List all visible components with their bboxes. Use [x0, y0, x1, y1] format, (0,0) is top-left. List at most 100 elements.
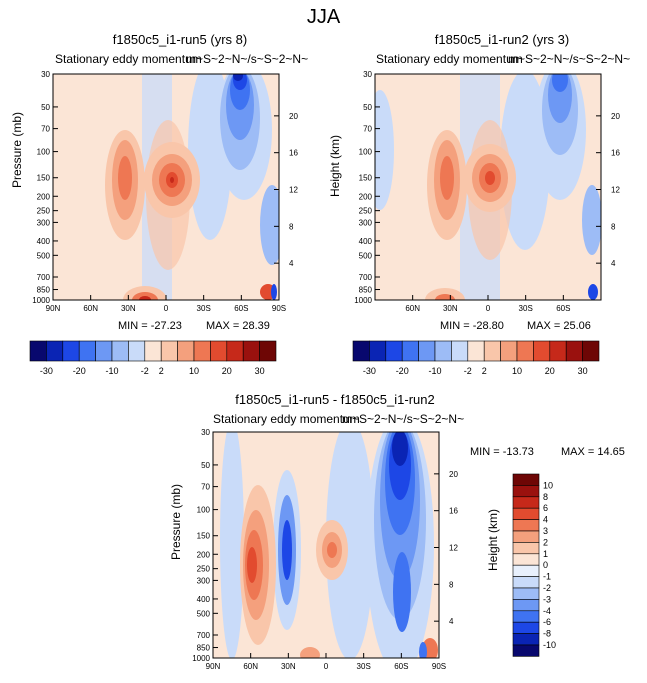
colorbar2-swatch: [401, 340, 419, 362]
colorbar1-swatch: [111, 340, 129, 362]
panel1-units: m~S~2~N~/s~S~2~N~: [186, 52, 309, 66]
colorbar1-swatch: [242, 340, 260, 362]
colorbar3-label: 4: [543, 515, 548, 525]
colorbar1-label: 30: [255, 366, 265, 376]
colorbar3-label: 1: [543, 549, 548, 559]
p3-y-tick-label: 1000: [192, 654, 210, 663]
colorbar1-swatch: [160, 340, 178, 362]
p1-right-tick-label: 16: [289, 149, 298, 158]
colorbar1-swatch: [193, 340, 211, 362]
p1-x-tick-label: 0: [164, 304, 169, 313]
colorbar3-label: -6: [543, 617, 551, 627]
p1-right-tick-label: 4: [289, 259, 294, 268]
p1-x-tick-label: 90S: [272, 304, 286, 313]
p3-right-tick-label: 12: [449, 544, 458, 553]
colorbar3-swatch: [512, 564, 540, 577]
colorbar2-swatch: [434, 340, 452, 362]
p1-y-tick-label: 1000: [32, 296, 50, 305]
colorbar3-swatch: [512, 610, 540, 623]
p2-y-tick-label: 200: [359, 192, 373, 201]
colorbar2-swatch: [352, 340, 370, 362]
p1-y-tick-label: 850: [37, 286, 51, 295]
p3-y-tick-label: 500: [197, 609, 211, 618]
p3-y-tick-label: 400: [197, 595, 211, 604]
colorbar2-swatch: [385, 340, 403, 362]
colorbar3-swatch: [512, 599, 540, 612]
colorbar1-label: -30: [40, 366, 53, 376]
colorbar2-swatch: [516, 340, 534, 362]
colorbar1-swatch: [128, 340, 146, 362]
colorbar3-label: 0: [543, 560, 548, 570]
colorbar3-swatch: [512, 621, 540, 634]
p2-y-tick-label: 500: [359, 251, 373, 260]
colorbar2-swatch: [582, 340, 600, 362]
p3-right-tick-label: 8: [449, 580, 454, 589]
p2-y-tick-label: 50: [363, 103, 372, 112]
colorbar1-label: 20: [222, 366, 232, 376]
p2-y-tick-label: 700: [359, 273, 373, 282]
colorbar3-swatch: [512, 553, 540, 566]
p1-right-tick-label: 20: [289, 112, 298, 121]
panel3-title: f1850c5_i1-run5 - f1850c5_i1-run2: [235, 392, 435, 407]
p2-x-tick-label: 60S: [556, 304, 570, 313]
colorbar3-label: -10: [543, 640, 556, 650]
p3-y-tick-label: 200: [197, 550, 211, 559]
colorbar2-label: 30: [578, 366, 588, 376]
p1-y-tick-label: 500: [37, 251, 51, 260]
p2-y-tick-label: 250: [359, 207, 373, 216]
p3-right-tick-label: 16: [449, 507, 458, 516]
panel3-variable-name: Stationary eddy momentum: [213, 412, 360, 426]
p2-y-tick-label: 150: [359, 174, 373, 183]
colorbar2-swatch: [418, 340, 436, 362]
colorbar1-swatch: [62, 340, 80, 362]
p2-x-tick-label: 30N: [443, 304, 458, 313]
colorbar1-swatch: [177, 340, 195, 362]
colorbar3-swatch: [512, 576, 540, 589]
colorbar2-label: -2: [464, 366, 472, 376]
p3-y-tick-label: 100: [197, 506, 211, 515]
p2-right-tick-label: 8: [611, 222, 616, 231]
colorbar2-swatch: [500, 340, 518, 362]
colorbar1-label: -2: [141, 366, 149, 376]
p1-y-tick-label: 400: [37, 237, 51, 246]
colorbar2-swatch: [483, 340, 501, 362]
p1-right-tick-label: 8: [289, 222, 294, 231]
colorbar1-swatch: [226, 340, 244, 362]
p2-y-tick-label: 70: [363, 125, 372, 134]
colorbar3-swatch: [512, 633, 540, 646]
colorbar1-swatch: [78, 340, 96, 362]
p3-right-tick-label: 20: [449, 470, 458, 479]
colorbar2-label: 20: [545, 366, 555, 376]
colorbar1-swatch: [210, 340, 228, 362]
p3-x-tick-label: 0: [324, 662, 329, 671]
p1-y-tick-label: 30: [41, 70, 50, 79]
p2-y-tick-label: 400: [359, 237, 373, 246]
panel3-units: m~S~2~N~/s~S~2~N~: [342, 412, 465, 426]
colorbar1-swatch: [46, 340, 64, 362]
colorbar1-label: -10: [105, 366, 118, 376]
p1-x-tick-label: 60N: [83, 304, 98, 313]
p2-x-tick-label: 60N: [405, 304, 420, 313]
panel3-min-value: MIN = -13.73: [470, 446, 534, 458]
p3-x-tick-label: 90S: [432, 662, 446, 671]
colorbar3-swatch: [512, 530, 540, 543]
p1-y-tick-label: 100: [37, 148, 51, 157]
p2-right-tick-label: 16: [611, 149, 620, 158]
p2-right-tick-label: 4: [611, 259, 616, 268]
p3-y-tick-label: 50: [201, 461, 210, 470]
colorbar1-swatch: [259, 340, 277, 362]
p3-y-tick-label: 700: [197, 631, 211, 640]
panel1-min-value: MIN = -27.23: [118, 320, 182, 332]
colorbar3-label: -2: [543, 583, 551, 593]
panel1-max-value: MAX = 28.39: [206, 320, 270, 332]
p1-x-tick-label: 30S: [197, 304, 211, 313]
colorbar2-label: -20: [396, 366, 409, 376]
panel3-contours: [213, 432, 439, 658]
colorbar1-swatch: [29, 340, 47, 362]
colorbar2-label: -10: [428, 366, 441, 376]
colorbar2-swatch: [369, 340, 387, 362]
p3-x-tick-label: 90N: [206, 662, 221, 671]
colorbar3-label: -3: [543, 594, 551, 604]
colorbar3-label: -8: [543, 629, 551, 639]
panel1-contours: [53, 74, 279, 300]
